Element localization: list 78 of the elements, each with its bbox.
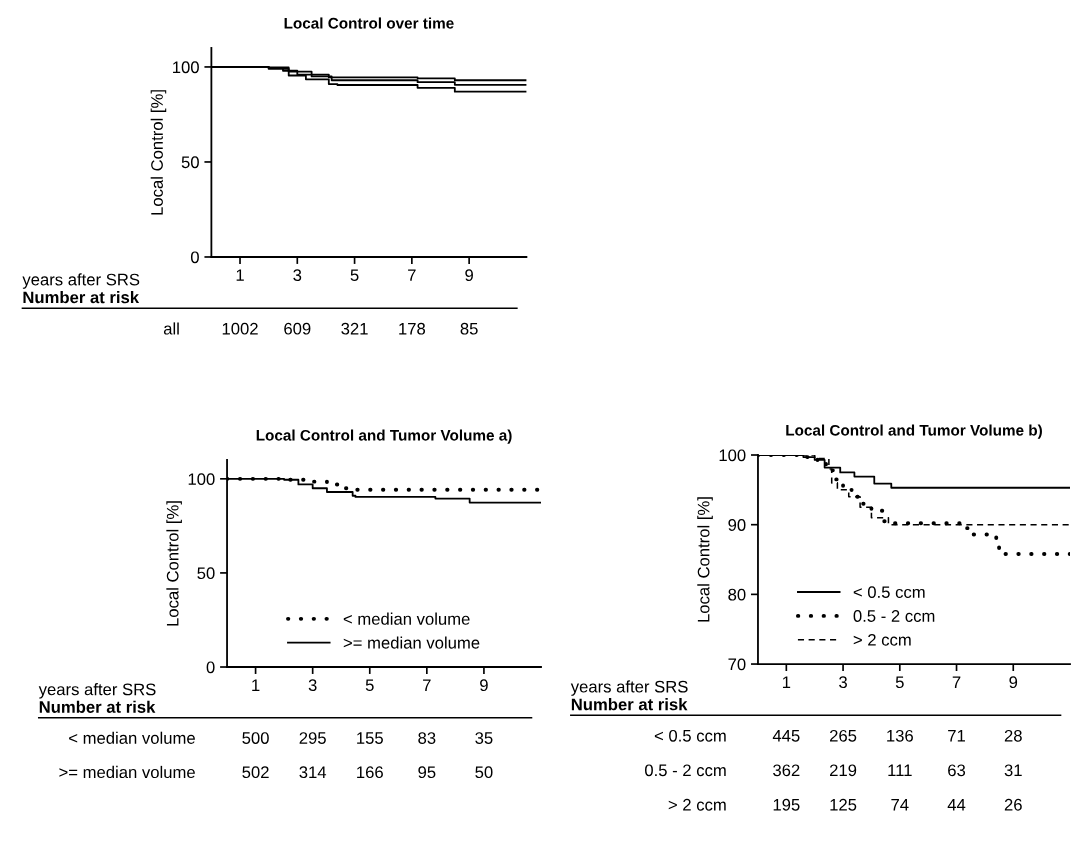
legend-label: < median volume bbox=[343, 612, 470, 625]
x-tick-label: 9 bbox=[480, 679, 488, 692]
text: 63 bbox=[948, 764, 966, 777]
y-tick-label: 70 bbox=[728, 658, 746, 671]
x-tick-label: 9 bbox=[465, 269, 473, 282]
text: 445 bbox=[772, 730, 800, 742]
x-axis-title: years after SRS bbox=[570, 680, 688, 696]
y-tick-label: 100 bbox=[719, 449, 746, 462]
chart-title: Local Control and Tumor Volume b) bbox=[786, 424, 1042, 439]
x-tick-label: 5 bbox=[895, 676, 904, 689]
x-tick-label: 7 bbox=[408, 269, 416, 281]
y-tick-label: 50 bbox=[197, 567, 215, 580]
text: 85 bbox=[460, 322, 478, 335]
x-tick-label: 7 bbox=[423, 679, 431, 691]
legend-label: < 0.5 ccm bbox=[853, 586, 925, 599]
text: 155 bbox=[357, 732, 383, 744]
legend-label: 0.5 - 2 ccm bbox=[853, 610, 935, 622]
x-axis-title: years after SRS bbox=[22, 273, 140, 289]
legend-label: >= median volume bbox=[343, 636, 480, 649]
chart-title: Local Control over time bbox=[284, 17, 454, 29]
text: 195 bbox=[773, 798, 800, 811]
text: 178 bbox=[399, 322, 426, 335]
text: 50 bbox=[475, 766, 493, 779]
text: < 0.5 ccm bbox=[654, 729, 726, 742]
y-tick-label: 50 bbox=[181, 156, 199, 169]
text: >= median volume bbox=[59, 765, 195, 779]
y-axis-title: Local Control [%] bbox=[697, 497, 713, 622]
y-tick-label: 0 bbox=[206, 661, 215, 674]
y-axis-title: Local Control [%] bbox=[150, 90, 167, 215]
text: 0.5 - 2 ccm bbox=[644, 764, 726, 777]
x-tick-label: 3 bbox=[293, 269, 302, 282]
text: 28 bbox=[1004, 729, 1022, 742]
text: 295 bbox=[299, 732, 326, 744]
text: 125 bbox=[830, 798, 857, 811]
text: 31 bbox=[1004, 764, 1022, 777]
text: 26 bbox=[1004, 798, 1022, 811]
text: Number at risk bbox=[39, 700, 156, 713]
x-tick-label: 7 bbox=[952, 676, 961, 688]
chart-title: Local Control and Tumor Volume a) bbox=[256, 429, 512, 444]
x-tick-label: 1 bbox=[782, 676, 791, 688]
y-axis-title: Local Control [%] bbox=[166, 501, 182, 626]
x-tick-label: 3 bbox=[839, 676, 847, 689]
legend-label: > 2 ccm bbox=[853, 633, 911, 646]
y-tick-label: 90 bbox=[728, 519, 746, 531]
text: 502 bbox=[242, 766, 269, 779]
x-axis-title: years after SRS bbox=[38, 683, 156, 699]
text: 83 bbox=[418, 732, 436, 744]
x-tick-label: 5 bbox=[365, 679, 374, 692]
text: < median volume bbox=[69, 731, 195, 744]
text: 265 bbox=[830, 729, 857, 742]
x-tick-label: 9 bbox=[1009, 676, 1018, 689]
x-tick-label: 3 bbox=[308, 679, 317, 692]
text: all bbox=[163, 322, 179, 335]
text: 321 bbox=[341, 322, 368, 335]
text: 74 bbox=[891, 799, 909, 811]
x-tick-label: 5 bbox=[350, 269, 359, 282]
text: 95 bbox=[418, 766, 436, 779]
y-tick-label: 100 bbox=[188, 473, 215, 486]
x-tick-label: 1 bbox=[252, 679, 260, 691]
text: 314 bbox=[299, 766, 327, 779]
text: 500 bbox=[242, 732, 269, 744]
y-tick-label: 0 bbox=[190, 251, 199, 264]
y-tick-label: 80 bbox=[728, 588, 746, 601]
text: > 2 ccm bbox=[668, 798, 726, 811]
y-tick-label: 100 bbox=[173, 61, 199, 74]
text: 71 bbox=[948, 730, 965, 742]
x-tick-label: 1 bbox=[236, 269, 244, 281]
text: 111 bbox=[888, 764, 912, 777]
text: Number at risk bbox=[23, 291, 140, 304]
text: 35 bbox=[475, 732, 493, 744]
text: 166 bbox=[357, 766, 383, 779]
text: 362 bbox=[773, 764, 800, 777]
text: 609 bbox=[284, 322, 311, 335]
text: 1002 bbox=[222, 322, 258, 335]
text: 44 bbox=[947, 799, 966, 811]
text: Number at risk bbox=[571, 698, 688, 711]
text: 219 bbox=[830, 764, 857, 777]
text: 136 bbox=[887, 729, 913, 742]
